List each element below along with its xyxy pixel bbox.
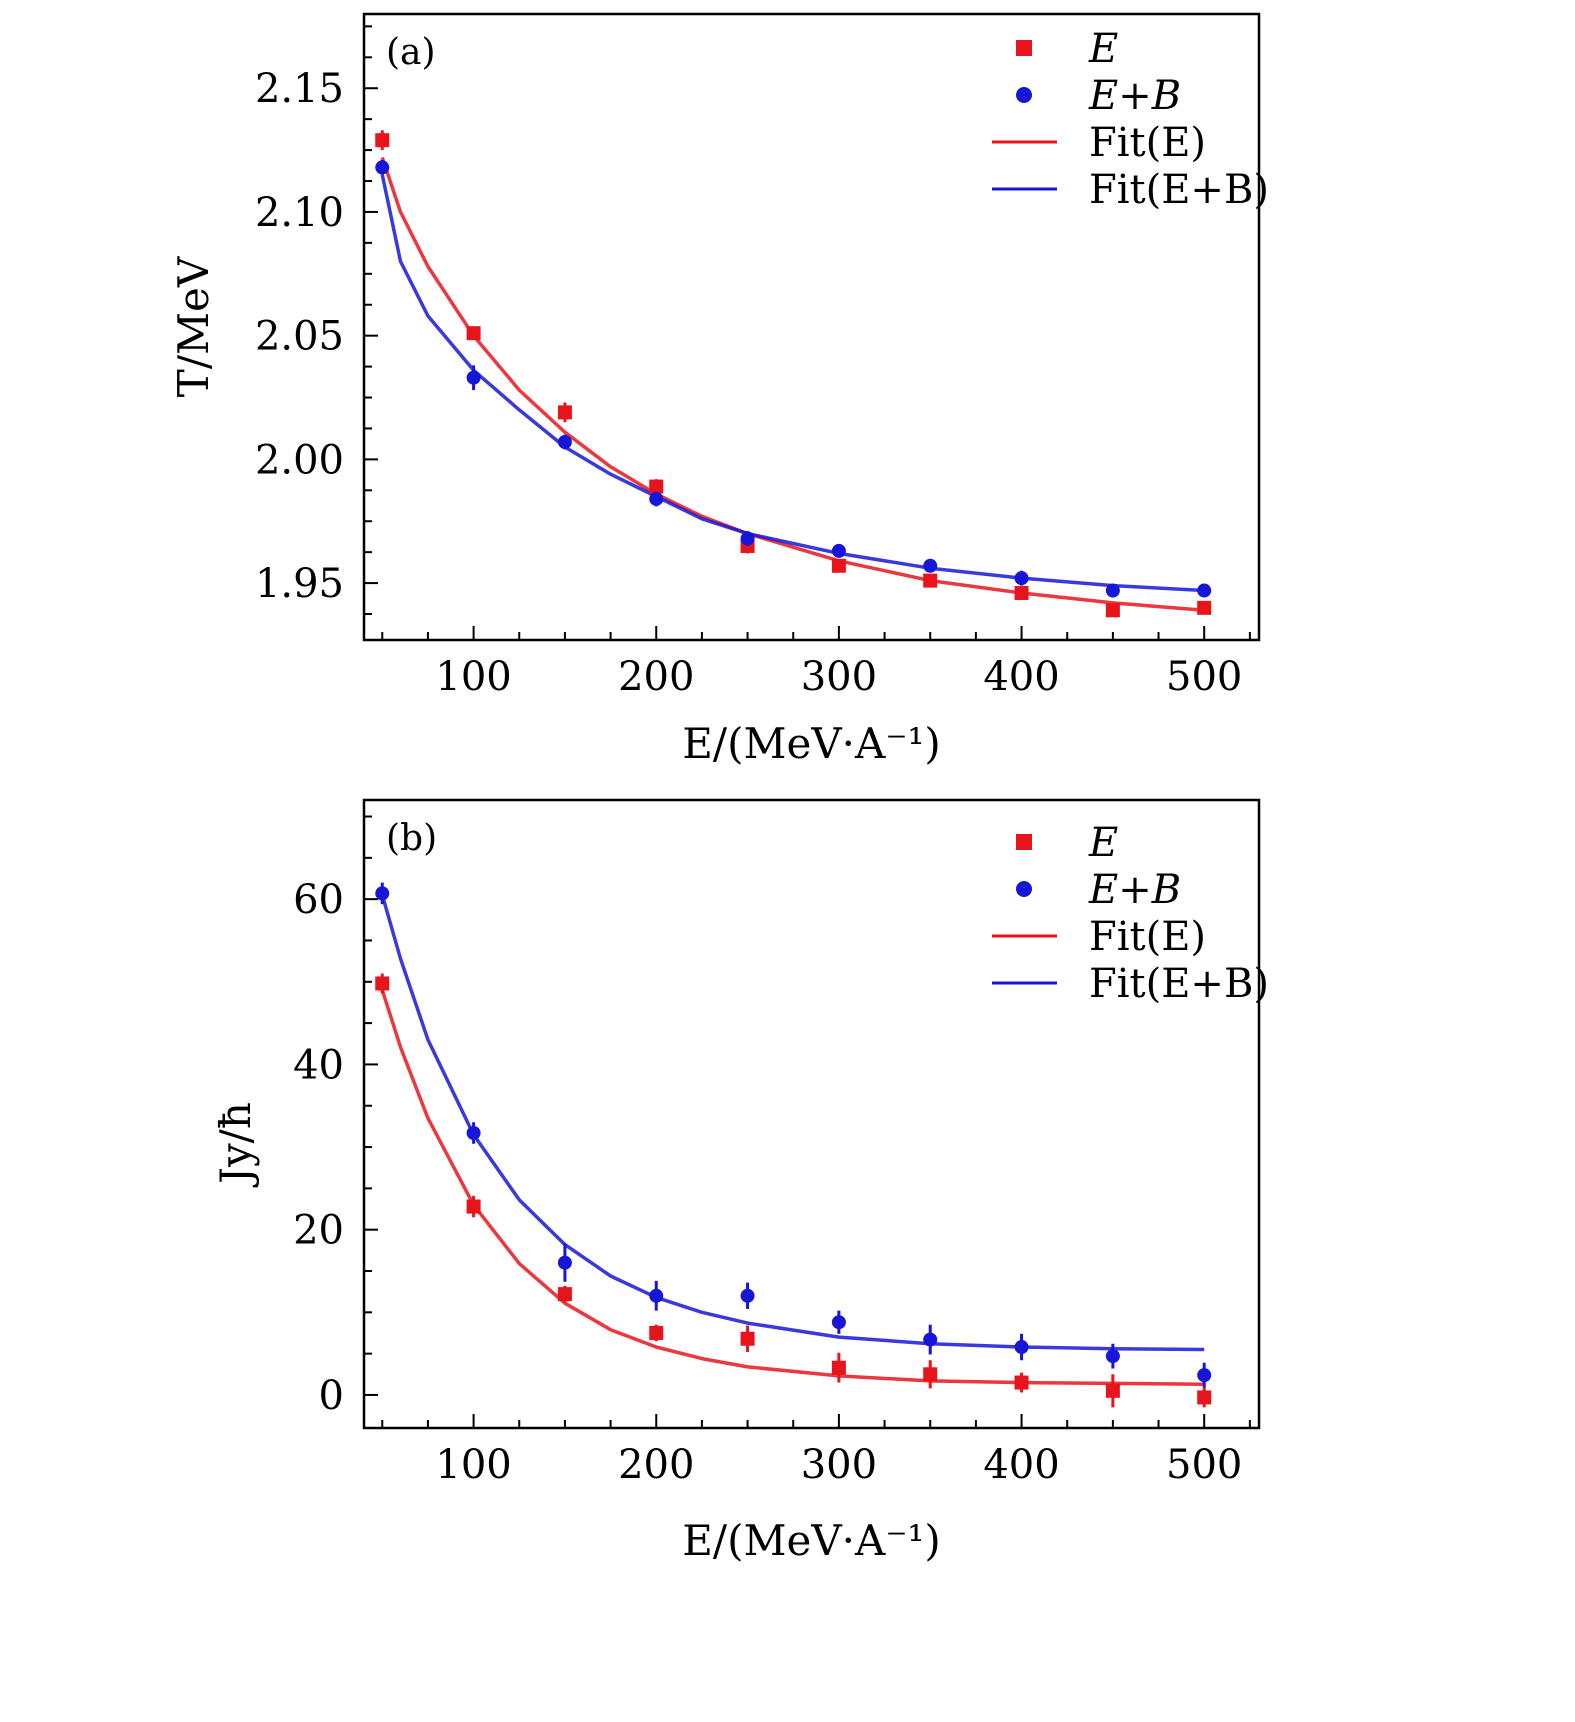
legend-marker-circle [1016, 87, 1032, 103]
data-point-circle [1014, 1340, 1029, 1355]
plot-frame [362, 798, 1261, 1430]
data-point-square [1014, 585, 1029, 600]
data-point-square [1197, 600, 1212, 615]
data-point-circle [557, 435, 572, 450]
data-point-square [466, 1199, 481, 1214]
legend-label: Fit(E+B) [1089, 167, 1269, 213]
x-axis-label: E/(MeV·A⁻¹) [682, 719, 940, 768]
data-point-circle [740, 1288, 755, 1303]
legend-marker-square [1016, 40, 1032, 56]
x-tick-label: 500 [1166, 654, 1242, 700]
panel-label: (a) [386, 32, 436, 73]
y-tick-label: 2.15 [255, 66, 344, 112]
panel-label: (b) [386, 818, 437, 859]
y-tick-label: 2.05 [255, 314, 344, 360]
y-axis-label: Jy/ħ [211, 1102, 260, 1188]
data-point-square [1105, 1383, 1120, 1398]
legend-label: Fit(E) [1089, 120, 1206, 166]
data-point-square [557, 1287, 572, 1302]
data-point-square [923, 573, 938, 588]
x-tick-label: 400 [983, 1442, 1059, 1488]
fit-line [380, 894, 1205, 1352]
x-tick-label: 200 [618, 1442, 694, 1488]
y-tick-label: 40 [293, 1042, 344, 1088]
data-point-square [649, 479, 664, 494]
legend-label: E+B [1088, 73, 1181, 119]
data-point-circle [1197, 583, 1212, 598]
data-point-circle [466, 370, 481, 385]
legend-label: E+B [1088, 867, 1181, 913]
x-tick-label: 300 [801, 1442, 877, 1488]
data-point-square [1014, 1375, 1029, 1390]
x-tick-label: 500 [1166, 1442, 1242, 1488]
data-point-circle [1197, 1368, 1212, 1383]
x-tick-label: 100 [435, 654, 511, 700]
x-tick-label: 400 [983, 654, 1059, 700]
data-point-square [375, 133, 390, 148]
x-tick-label: 100 [435, 1442, 511, 1488]
data-point-circle [831, 1315, 846, 1330]
y-tick-label: 2.00 [255, 437, 344, 483]
data-point-circle [1014, 571, 1029, 586]
data-point-circle [923, 1332, 938, 1347]
fit-line [380, 174, 1205, 593]
data-point-square [923, 1367, 938, 1382]
legend-label: E [1088, 820, 1118, 866]
legend-marker-square [1016, 834, 1032, 850]
x-tick-label: 300 [801, 654, 877, 700]
data-point-circle [649, 1288, 664, 1303]
y-tick-label: 1.95 [255, 561, 344, 607]
data-point-circle [649, 491, 664, 506]
data-point-circle [1105, 1349, 1120, 1364]
data-point-square [1105, 603, 1120, 618]
legend-marker-circle [1016, 881, 1032, 897]
y-tick-label: 2.10 [255, 190, 344, 236]
panel-a: 100 200 300 400 5001.952.002.052.102.15EE+BF… [169, 12, 1269, 768]
x-tick-label: 200 [618, 654, 694, 700]
data-point-circle [923, 558, 938, 573]
y-tick-label: 0 [319, 1373, 344, 1419]
legend-label: E [1088, 26, 1118, 72]
panel-b: 100 200 300 400 500 0 20 40 60 EE+BFit(E)Fit(E+B)… [211, 798, 1269, 1565]
data-point-circle [557, 1255, 572, 1270]
data-point-square [375, 976, 390, 991]
y-tick-label: 20 [293, 1208, 344, 1254]
data-point-square [740, 1331, 755, 1346]
fit-line [380, 989, 1205, 1386]
legend-label: Fit(E) [1089, 914, 1206, 960]
data-point-square [1197, 1390, 1212, 1405]
data-point-circle [740, 531, 755, 546]
y-tick-label: 60 [293, 877, 344, 923]
data-point-circle [375, 160, 390, 175]
x-axis-label: E/(MeV·A⁻¹) [682, 1516, 940, 1565]
data-point-square [466, 326, 481, 341]
data-point-circle [375, 886, 390, 901]
data-point-square [831, 1360, 846, 1375]
data-point-square [831, 558, 846, 573]
data-point-circle [831, 543, 846, 558]
data-point-circle [1105, 583, 1120, 598]
data-point-square [557, 405, 572, 420]
data-point-circle [466, 1126, 481, 1141]
legend-label: Fit(E+B) [1089, 961, 1269, 1007]
data-point-square [649, 1325, 664, 1340]
plot-frame [362, 12, 1261, 642]
y-axis-label: T/MeV [169, 256, 218, 397]
